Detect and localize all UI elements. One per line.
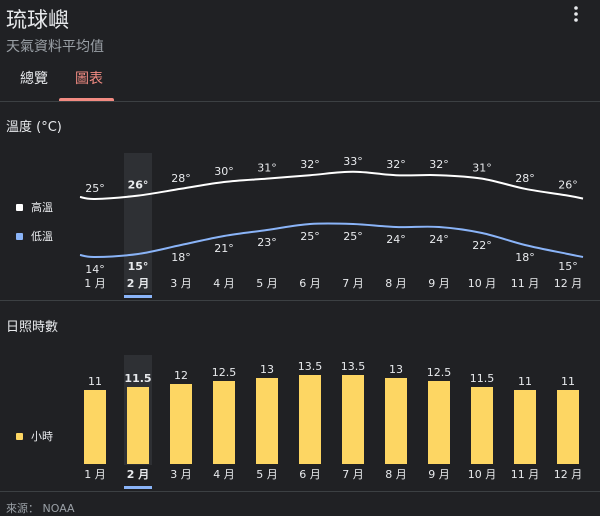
bar bbox=[471, 387, 493, 464]
data-label-low: 23° bbox=[257, 236, 277, 249]
data-label-bar: 12 bbox=[174, 369, 188, 382]
x-tick-label-bars: 9 月 bbox=[428, 468, 450, 481]
x-tick-label-bars: 6 月 bbox=[299, 468, 321, 481]
x-tick-label: 2 月 bbox=[127, 277, 149, 290]
selected-month-highlight bbox=[124, 153, 152, 293]
x-tick-label-bars: 11 月 bbox=[511, 468, 540, 481]
series-line-high bbox=[79, 170, 584, 201]
data-label-bar: 11 bbox=[561, 375, 575, 388]
data-label-bar: 12.5 bbox=[212, 366, 237, 379]
data-label-high: 32° bbox=[300, 158, 320, 171]
x-tick-label: 12 月 bbox=[554, 277, 583, 290]
data-label-high: 32° bbox=[429, 158, 449, 171]
data-label-bar: 13 bbox=[389, 363, 403, 376]
data-label-high: 31° bbox=[472, 162, 492, 175]
temperature-section-title: 溫度 (°C) bbox=[6, 120, 62, 135]
selected-month-indicator-bars bbox=[124, 486, 152, 489]
data-label-bar: 13.5 bbox=[341, 360, 366, 373]
x-tick-label-bars: 3 月 bbox=[170, 468, 192, 481]
page-title: 琉球嶼 bbox=[6, 8, 69, 32]
source-label: 來源： NOAA bbox=[6, 502, 75, 515]
data-label-bar: 11 bbox=[88, 375, 102, 388]
legend-high-swatch bbox=[16, 203, 23, 211]
data-label-bar: 11.5 bbox=[124, 372, 151, 385]
x-tick-label: 1 月 bbox=[84, 277, 106, 290]
legend-high-label: 高溫 bbox=[31, 201, 53, 214]
bar bbox=[514, 390, 536, 464]
data-label-low: 18° bbox=[171, 251, 191, 264]
bar bbox=[428, 381, 450, 464]
section-divider bbox=[0, 300, 600, 301]
data-label-bar: 12.5 bbox=[427, 366, 452, 379]
data-label-bar: 13.5 bbox=[298, 360, 323, 373]
x-tick-label-bars: 7 月 bbox=[342, 468, 364, 481]
legend-low-swatch bbox=[16, 232, 23, 240]
data-label-low: 25° bbox=[343, 230, 363, 243]
footer-divider bbox=[0, 491, 600, 492]
data-label-high: 26° bbox=[558, 179, 578, 192]
series-line-low bbox=[79, 222, 584, 259]
tab-overview[interactable]: 總覽 bbox=[20, 71, 48, 87]
x-tick-label: 11 月 bbox=[511, 277, 540, 290]
x-tick-label: 9 月 bbox=[428, 277, 450, 290]
active-tab-indicator bbox=[59, 98, 114, 101]
bar bbox=[170, 384, 192, 464]
bar bbox=[299, 375, 321, 464]
bar bbox=[127, 387, 149, 464]
x-tick-label: 6 月 bbox=[299, 277, 321, 290]
data-label-low: 21° bbox=[214, 242, 234, 255]
bar bbox=[557, 390, 579, 464]
x-tick-label-bars: 1 月 bbox=[84, 468, 106, 481]
data-label-high: 28° bbox=[171, 172, 191, 185]
bar bbox=[84, 390, 106, 464]
data-label-high: 30° bbox=[214, 165, 234, 178]
data-label-low: 25° bbox=[300, 230, 320, 243]
data-label-low: 14° bbox=[85, 263, 105, 276]
data-label-high: 26° bbox=[128, 179, 149, 192]
page-subtitle: 天氣資料平均值 bbox=[6, 39, 104, 55]
data-label-high: 33° bbox=[343, 155, 363, 168]
tabs-divider bbox=[0, 101, 600, 102]
tab-chart[interactable]: 圖表 bbox=[75, 71, 103, 87]
legend-hours: 小時 bbox=[16, 428, 53, 444]
legend-high: 高溫 bbox=[16, 199, 53, 215]
x-tick-label: 5 月 bbox=[256, 277, 278, 290]
legend-hours-swatch bbox=[16, 432, 23, 440]
x-tick-label-bars: 10 月 bbox=[468, 468, 497, 481]
x-tick-label-bars: 2 月 bbox=[127, 468, 149, 481]
x-tick-label-bars: 12 月 bbox=[554, 468, 583, 481]
data-label-low: 18° bbox=[515, 251, 535, 264]
selected-month-indicator bbox=[124, 295, 152, 298]
bar bbox=[385, 378, 407, 464]
data-label-low: 22° bbox=[472, 239, 492, 252]
bar bbox=[256, 378, 278, 464]
data-label-bar: 11 bbox=[518, 375, 532, 388]
x-tick-label-bars: 5 月 bbox=[256, 468, 278, 481]
bar bbox=[213, 381, 235, 464]
data-label-low: 15° bbox=[558, 260, 578, 273]
x-tick-label: 7 月 bbox=[342, 277, 364, 290]
x-tick-label: 3 月 bbox=[170, 277, 192, 290]
data-label-bar: 13 bbox=[260, 363, 274, 376]
x-tick-label-bars: 8 月 bbox=[385, 468, 407, 481]
legend-low-label: 低溫 bbox=[31, 230, 53, 243]
x-tick-label-bars: 4 月 bbox=[213, 468, 235, 481]
legend-hours-label: 小時 bbox=[31, 430, 53, 443]
data-label-high: 32° bbox=[386, 158, 406, 171]
data-label-high: 31° bbox=[257, 162, 277, 175]
data-label-low: 15° bbox=[128, 260, 149, 273]
bar bbox=[342, 375, 364, 464]
x-tick-label: 10 月 bbox=[468, 277, 497, 290]
data-label-high: 25° bbox=[85, 182, 105, 195]
data-label-low: 24° bbox=[386, 233, 406, 246]
x-tick-label: 8 月 bbox=[385, 277, 407, 290]
x-tick-label: 4 月 bbox=[213, 277, 235, 290]
data-label-bar: 11.5 bbox=[470, 372, 495, 385]
data-label-low: 24° bbox=[429, 233, 449, 246]
data-label-high: 28° bbox=[515, 172, 535, 185]
legend-low: 低溫 bbox=[16, 228, 53, 244]
sunshine-section-title: 日照時數 bbox=[6, 320, 59, 335]
more-vert-icon[interactable] bbox=[566, 4, 586, 24]
